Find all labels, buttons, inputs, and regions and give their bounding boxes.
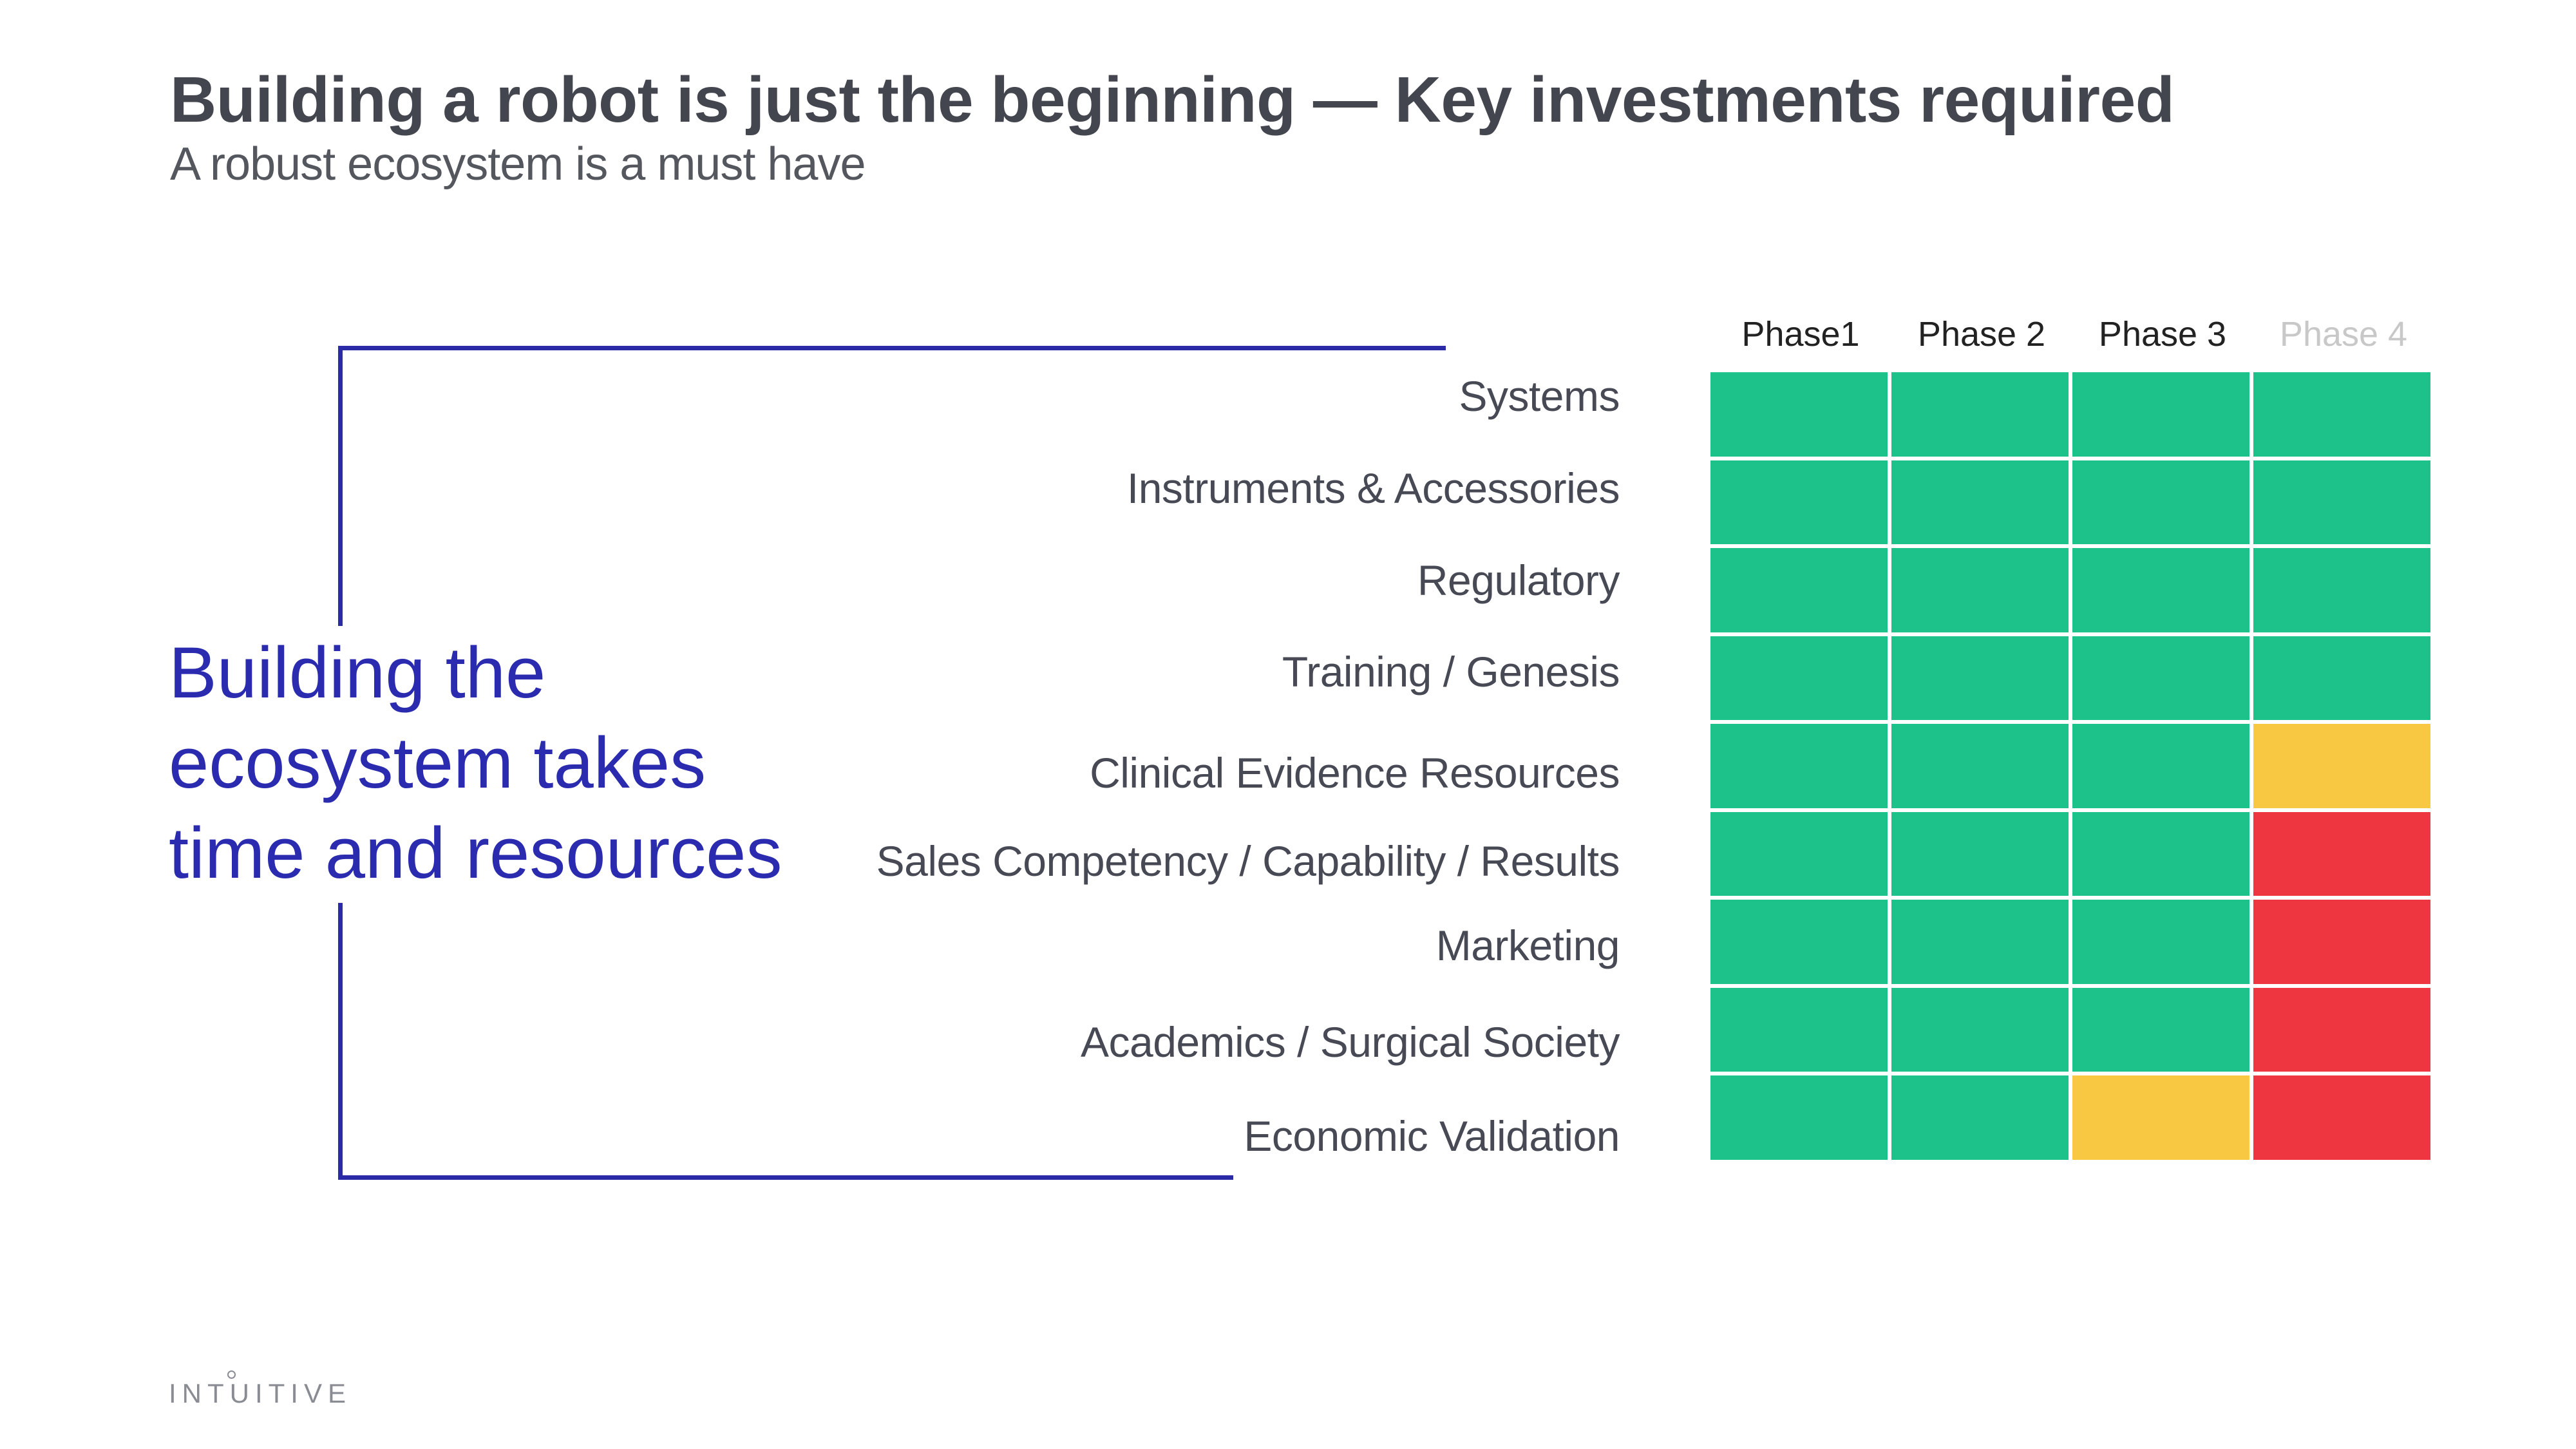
callout-line: time and resources	[169, 813, 782, 893]
bracket-bottom-line	[338, 1175, 1233, 1180]
phase-header-2: Phase 2	[1917, 315, 2046, 354]
status-cell-green	[1891, 724, 2069, 808]
status-cell-green	[1710, 548, 1888, 632]
status-cell-green	[1891, 811, 2069, 896]
status-cell-yellow	[2253, 724, 2430, 808]
status-cell-green	[1710, 372, 1888, 457]
ecosystem-callout: Building the ecosystem takes time and re…	[169, 628, 877, 898]
phase-status-grid	[1710, 372, 2434, 1160]
status-cell-green	[1710, 636, 1888, 720]
bracket-left-upper-line	[338, 346, 343, 626]
status-cell-green	[2072, 372, 2249, 457]
status-cell-green	[1710, 900, 1888, 984]
status-cell-green	[2253, 548, 2430, 632]
status-cell-green	[2072, 987, 2249, 1072]
logo-dot	[227, 1370, 236, 1379]
status-cell-green	[1891, 460, 2069, 544]
status-cell-green	[2253, 460, 2430, 544]
status-cell-green	[2072, 900, 2249, 984]
status-cell-green	[2072, 636, 2249, 720]
status-cell-green	[1710, 1075, 1888, 1160]
status-cell-green	[1891, 636, 2069, 720]
intuitive-logo: INTUITIVE	[169, 1378, 352, 1408]
status-cell-green	[2072, 724, 2249, 808]
status-cell-green	[1891, 548, 2069, 632]
phase-header-3: Phase 3	[2098, 315, 2227, 354]
status-cell-green	[2072, 460, 2249, 544]
status-cell-green	[1710, 724, 1888, 808]
row-label: Economic Validation	[1244, 1112, 1620, 1160]
row-label: Regulatory	[1417, 556, 1620, 604]
status-cell-green	[2072, 811, 2249, 896]
status-cell-green	[2253, 372, 2430, 457]
status-cell-red	[2253, 811, 2430, 896]
slide-title: Building a robot is just the beginning —…	[170, 64, 2175, 136]
phase-header-1: Phase1	[1741, 315, 1860, 354]
bracket-top-line	[338, 346, 1446, 350]
callout-line: ecosystem takes	[169, 723, 706, 803]
row-label: Instruments & Accessories	[1126, 464, 1620, 512]
row-label: Academics / Surgical Society	[1080, 1018, 1620, 1066]
status-cell-green	[1710, 460, 1888, 544]
status-cell-red	[2253, 1075, 2430, 1160]
status-cell-red	[2253, 900, 2430, 984]
status-cell-green	[2253, 636, 2430, 720]
callout-line: Building the	[169, 632, 546, 713]
status-cell-green	[1710, 987, 1888, 1072]
status-cell-red	[2253, 987, 2430, 1072]
row-label: Clinical Evidence Resources	[1090, 749, 1620, 797]
status-cell-yellow	[2072, 1075, 2249, 1160]
row-label: Marketing	[1435, 922, 1620, 969]
row-label: Sales Competency / Capability / Results	[876, 837, 1620, 885]
status-cell-green	[2072, 548, 2249, 632]
status-cell-green	[1891, 1075, 2069, 1160]
bracket-left-lower-line	[338, 903, 343, 1180]
status-cell-green	[1710, 811, 1888, 896]
phase-header-4: Phase 4	[2279, 315, 2408, 354]
row-label: Systems	[1459, 372, 1620, 420]
slide-subtitle: A robust ecosystem is a must have	[170, 138, 866, 190]
status-cell-green	[1891, 372, 2069, 457]
status-cell-green	[1891, 987, 2069, 1072]
status-cell-green	[1891, 900, 2069, 984]
row-label: Training / Genesis	[1282, 648, 1620, 696]
